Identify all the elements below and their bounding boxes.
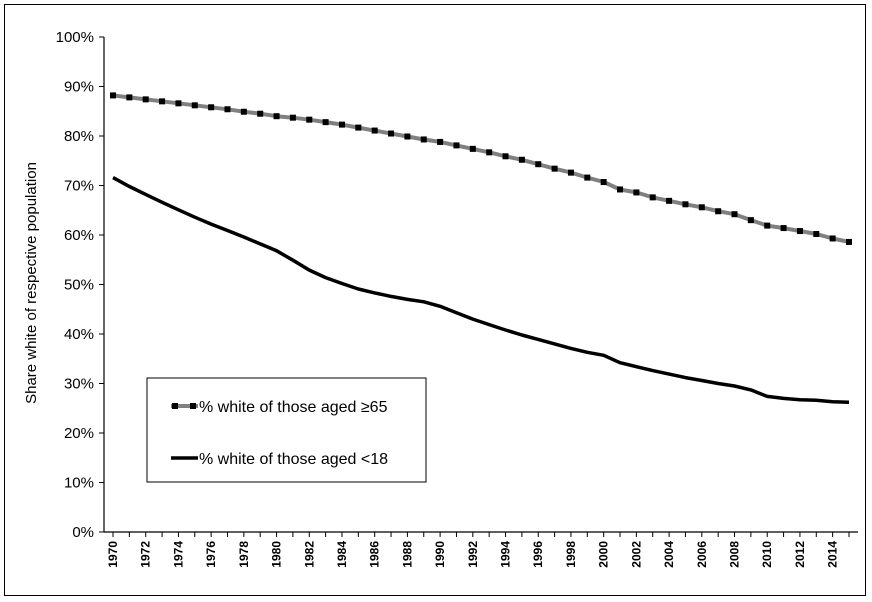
data-point: [322, 119, 329, 126]
legend-swatch-marker: [190, 403, 196, 409]
data-point: [486, 149, 493, 156]
x-tick-label: 1984: [335, 541, 349, 568]
data-point: [388, 130, 395, 137]
chart-axes: 0% 10% 20% 30% 40% 50% 60% 70% 80% 90% 100% 1970 197…: [56, 29, 858, 568]
y-tick-label: 80%: [64, 128, 94, 145]
data-point: [682, 201, 689, 208]
data-point: [420, 136, 427, 143]
data-point: [633, 189, 640, 196]
x-tick-label: 2002: [629, 541, 643, 568]
y-tick-label: 70%: [64, 178, 94, 195]
series-line: [112, 93, 850, 244]
y-tick-label: 30%: [64, 376, 94, 393]
y-axis-label: Share white of respective population: [23, 162, 40, 404]
data-point: [175, 100, 182, 107]
x-tick-label: 1986: [368, 541, 382, 568]
data-point: [355, 124, 362, 131]
data-point: [829, 235, 836, 242]
data-point: [306, 116, 313, 123]
y-tick-label: 50%: [64, 277, 94, 294]
data-point: [289, 114, 296, 121]
x-tick-label: 1982: [302, 541, 316, 568]
x-tick-label: 2006: [695, 541, 709, 568]
x-tick-label: 1976: [204, 541, 218, 568]
data-point: [338, 121, 345, 128]
data-point: [666, 197, 673, 204]
data-point: [846, 238, 852, 245]
data-point: [600, 179, 607, 186]
data-point: [617, 186, 624, 193]
x-tick-label: 1988: [400, 541, 414, 568]
x-tick-label: 2012: [793, 541, 807, 568]
x-tick-label: 1990: [433, 541, 447, 568]
data-point: [780, 225, 787, 232]
data-point: [813, 231, 820, 238]
data-point: [159, 98, 166, 105]
legend-label: % white of those aged ≥65: [199, 399, 388, 416]
y-tick-label: 90%: [64, 79, 94, 96]
x-tick-label: 1978: [237, 541, 251, 568]
data-point: [715, 208, 722, 215]
x-tick-label: 1970: [106, 541, 120, 568]
legend-label: % white of those aged <18: [199, 451, 388, 468]
data-point: [273, 113, 280, 120]
data-point: [747, 217, 754, 224]
series-line: [112, 176, 850, 405]
data-point: [698, 204, 705, 211]
series-1: [110, 92, 852, 245]
legend-entry-1: % white of those aged ≥65: [171, 399, 388, 416]
y-tick-label: 0%: [72, 524, 94, 541]
x-tick-label: 1996: [531, 541, 545, 568]
data-point: [257, 110, 264, 117]
data-point: [649, 194, 656, 201]
x-tick-label: 2014: [826, 541, 840, 568]
y-tick-label: 60%: [64, 227, 94, 244]
data-point: [371, 127, 378, 134]
data-point: [208, 104, 215, 111]
data-point: [191, 102, 198, 109]
x-tick-label: 1974: [171, 541, 185, 568]
x-tick-label: 2010: [760, 541, 774, 568]
data-point: [518, 156, 525, 163]
x-tick-label: 1998: [564, 541, 578, 568]
data-point: [731, 211, 738, 218]
x-tick-label: 1972: [139, 541, 153, 568]
data-point: [535, 161, 542, 168]
data-point: [224, 106, 231, 113]
data-point: [142, 96, 149, 103]
chart-series: [110, 92, 852, 405]
y-tick-label: 40%: [64, 326, 94, 343]
data-point: [437, 138, 444, 145]
data-point: [404, 133, 411, 140]
legend-box: [146, 377, 427, 483]
data-point: [584, 174, 591, 181]
data-point: [764, 222, 771, 229]
data-point: [110, 92, 116, 99]
data-point: [567, 169, 574, 176]
chart-frame: [4, 4, 866, 596]
data-point: [502, 153, 509, 160]
y-tick-label: 100%: [56, 29, 94, 46]
x-tick-label: 1994: [499, 541, 513, 568]
y-tick-label: 20%: [64, 425, 94, 442]
y-tick-label: 10%: [64, 475, 94, 492]
x-tick-label: 1980: [270, 541, 284, 568]
x-tick-label: 2008: [728, 541, 742, 568]
legend-entry-2: % white of those aged <18: [171, 451, 388, 468]
chart-legend: % white of those aged ≥65 % white of thos…: [146, 377, 427, 483]
legend-swatch-marker: [172, 403, 178, 409]
data-point: [453, 142, 460, 149]
data-point: [551, 165, 558, 172]
x-tick-label: 1992: [466, 541, 480, 568]
data-point: [469, 145, 476, 152]
x-tick-label: 2004: [662, 541, 676, 568]
data-point: [240, 108, 247, 115]
data-point: [796, 228, 803, 235]
x-tick-label: 2000: [597, 541, 611, 568]
data-point: [126, 94, 133, 101]
series-2: [112, 176, 850, 405]
